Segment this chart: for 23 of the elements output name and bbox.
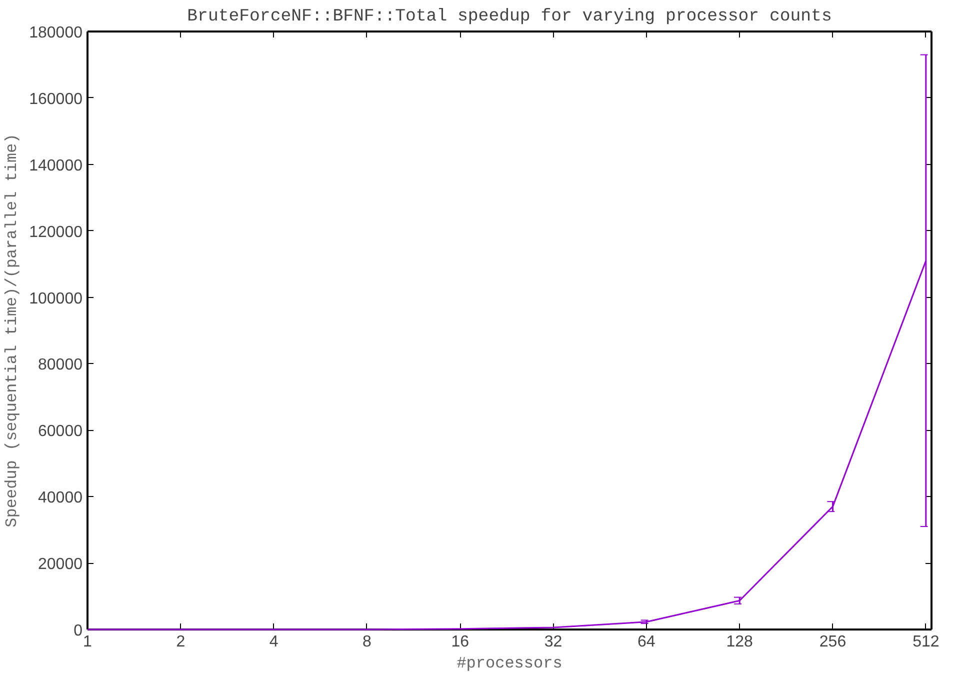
y-tick-label: 160000 <box>29 90 83 108</box>
y-tick-label: 20000 <box>38 556 83 574</box>
x-tick-label: 4 <box>269 634 278 650</box>
x-tick-label: 16 <box>451 634 470 650</box>
x-tick-label: 32 <box>544 634 562 650</box>
x-tick-label: 256 <box>819 634 846 650</box>
x-tick-label: 8 <box>362 634 372 650</box>
y-tick-label: 100000 <box>29 290 83 308</box>
y-tick-label: 0 <box>74 622 83 640</box>
x-tick-label: 512 <box>912 634 940 650</box>
y-tick-label: 60000 <box>38 423 83 440</box>
x-axis-title: #processors <box>456 654 562 672</box>
y-axis-title: Speedup (sequential time)/(parallel time) <box>3 134 22 528</box>
x-tick-label: 64 <box>638 634 656 650</box>
y-tick-label: 180000 <box>29 24 83 42</box>
x-tick-label: 128 <box>726 634 754 650</box>
chart-title: BruteForceNF::BFNF::Total speedup for varying processor counts <box>187 8 832 26</box>
y-tick-label: 40000 <box>38 490 83 507</box>
y-tick-label: 80000 <box>38 356 83 374</box>
x-tick-label: 1 <box>83 634 92 650</box>
y-tick-label: 120000 <box>29 224 83 241</box>
x-tick-label: 2 <box>176 634 186 650</box>
y-tick-label: 140000 <box>29 157 83 174</box>
